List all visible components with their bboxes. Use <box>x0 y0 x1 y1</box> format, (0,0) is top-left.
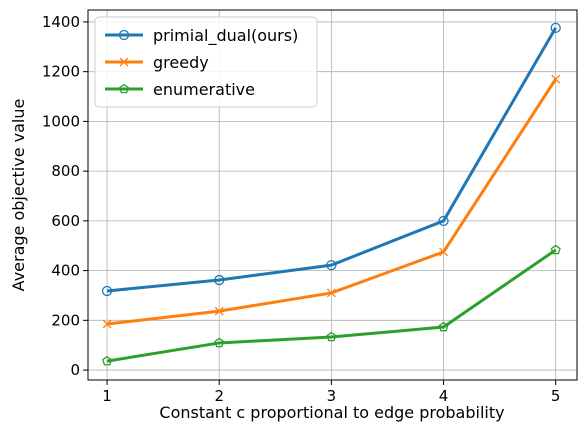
marker <box>550 22 561 34</box>
y-tick-label: 0 <box>70 361 80 379</box>
marker <box>102 319 112 329</box>
x-tick-label: 5 <box>551 387 561 405</box>
y-tick-label: 1400 <box>42 13 80 31</box>
marker <box>101 285 113 297</box>
legend-box <box>94 16 318 108</box>
marker <box>102 355 113 366</box>
marker <box>118 29 130 41</box>
marker <box>214 306 224 316</box>
line <box>106 27 557 293</box>
legend-label: enumerative <box>153 80 255 99</box>
x-tick-label: 2 <box>214 387 224 405</box>
marker <box>326 331 337 342</box>
x-tick-label: 3 <box>327 387 337 405</box>
y-tick-label: 400 <box>51 262 80 280</box>
y-tick-label: 800 <box>51 162 80 180</box>
x-axis-label: Constant c proportional to edge probabil… <box>159 403 504 422</box>
y-tick-label: 1200 <box>42 63 80 81</box>
x-tick-label: 1 <box>102 387 112 405</box>
plot-frame <box>87 9 578 381</box>
marker <box>326 288 336 298</box>
marker <box>438 215 449 227</box>
line <box>106 248 557 363</box>
marker <box>438 321 449 332</box>
y-tick-label: 600 <box>51 212 80 230</box>
marker <box>214 337 225 348</box>
legend-label: greedy <box>153 53 209 72</box>
marker <box>214 274 225 286</box>
legend-label: primial_dual(ours) <box>153 26 298 46</box>
marker <box>551 74 561 84</box>
marker <box>550 244 561 255</box>
marker <box>439 247 448 257</box>
y-tick-label: 200 <box>51 311 80 329</box>
marker <box>119 57 129 67</box>
x-tick-label: 4 <box>439 387 449 405</box>
y-axis-label: Average objective value <box>9 99 28 292</box>
marker <box>326 259 337 271</box>
marker <box>118 83 130 94</box>
y-tick-label: 1000 <box>42 112 80 130</box>
